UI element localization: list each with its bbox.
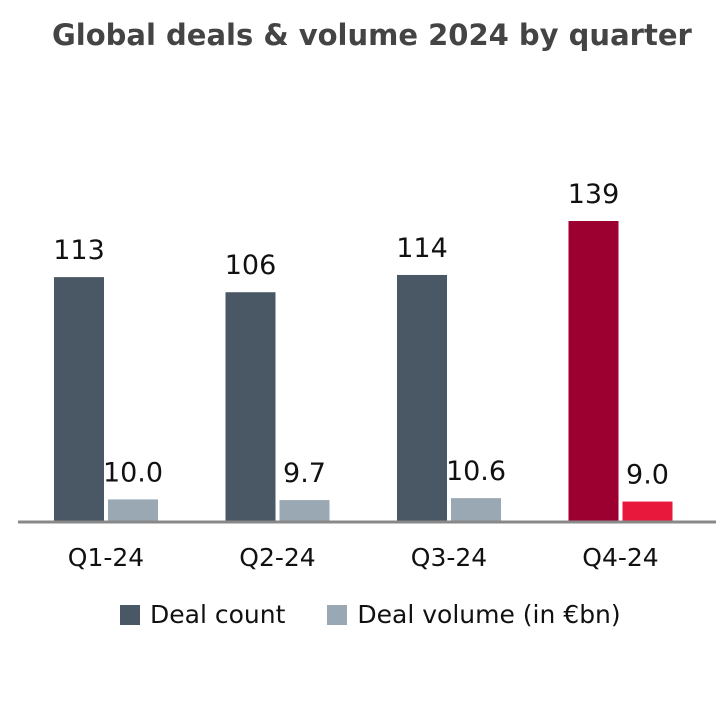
data-label-deal-volume-q1-24: 10.0 — [103, 457, 163, 488]
x-tick-label-q2-24: Q2-24 — [239, 543, 315, 572]
bar-deal-count-q2-24 — [225, 292, 276, 521]
data-label-deal-volume-q3-24: 10.6 — [446, 456, 506, 487]
x-tick-label-q4-24: Q4-24 — [582, 543, 658, 572]
bar-deal-volume-q2-24 — [279, 500, 330, 521]
bar-deal-count-q3-24 — [397, 274, 447, 521]
bar-deal-count-q4-24 — [568, 221, 619, 521]
data-label-deal-count-q1-24: 113 — [53, 235, 105, 266]
legend-item-deal-volume: Deal volume (in €bn) — [327, 600, 621, 629]
data-label-deal-count-q2-24: 106 — [225, 250, 277, 281]
bar-deal-count-q1-24 — [54, 277, 104, 521]
x-tick-label-q1-24: Q1-24 — [68, 543, 144, 572]
legend-swatch-deal-volume — [327, 604, 348, 625]
data-label-deal-volume-q4-24: 9.0 — [626, 460, 669, 491]
data-label-deal-count-q3-24: 114 — [396, 233, 448, 264]
legend-label-deal-volume: Deal volume (in €bn) — [357, 600, 621, 629]
data-label-deal-volume-q2-24: 9.7 — [283, 458, 326, 489]
legend-label-deal-count: Deal count — [150, 600, 286, 629]
bar-deal-volume-q4-24 — [622, 501, 673, 521]
chart-title: Global deals & volume 2024 by quarter — [52, 18, 692, 52]
bar-deal-volume-q1-24 — [108, 499, 158, 521]
bar-deal-volume-q3-24 — [451, 498, 501, 521]
legend-swatch-deal-count — [120, 604, 140, 625]
x-tick-label-q3-24: Q3-24 — [411, 543, 487, 572]
data-label-deal-count-q4-24: 139 — [568, 179, 620, 210]
legend: Deal count Deal volume (in €bn) — [120, 600, 663, 629]
legend-item-deal-count: Deal count — [120, 600, 285, 629]
